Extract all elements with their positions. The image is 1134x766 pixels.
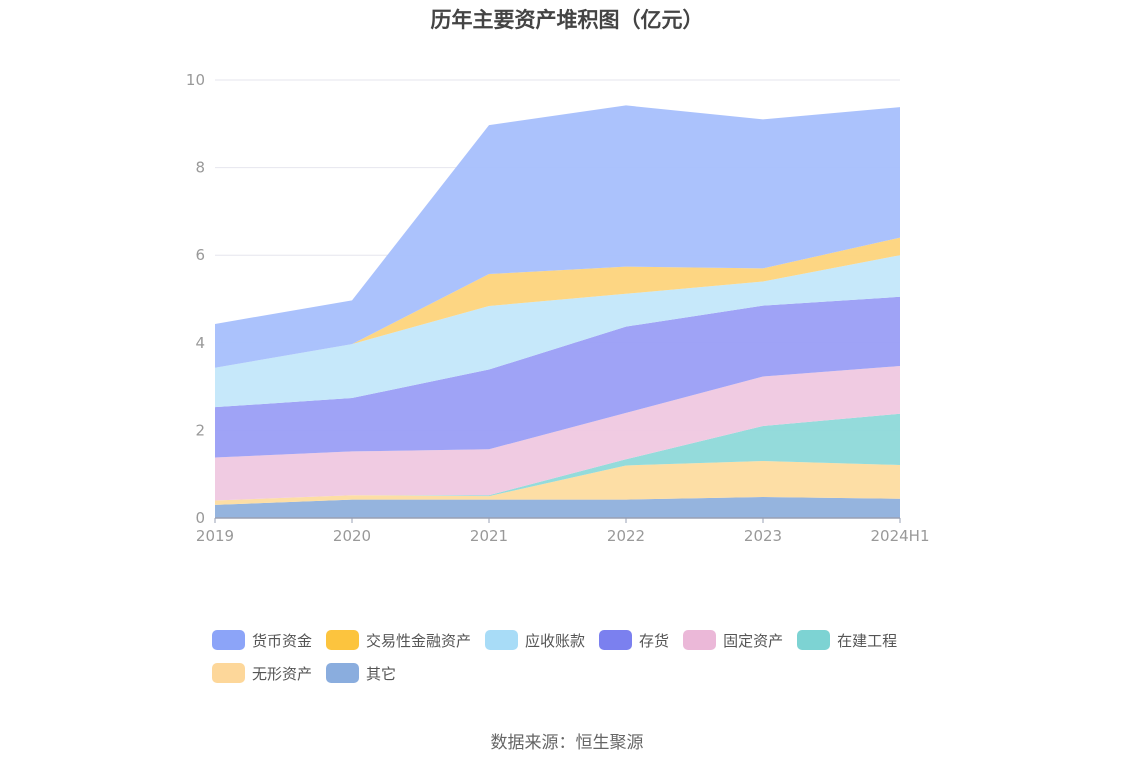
y-tick-label: 2 [195,421,205,439]
y-tick-label: 6 [195,246,205,264]
legend-item[interactable]: 固定资产 [683,630,783,650]
legend-swatch [797,630,831,650]
x-tick-label: 2024H1 [871,527,930,545]
area-在建工程 [215,413,900,501]
chart-legend: 货币资金 交易性金融资产 应收账款 存货 固定资产 在建工程无形资产 其它 [212,630,952,683]
legend-swatch [599,630,633,650]
x-tick-label: 2023 [744,527,782,545]
area-其它 [215,496,900,518]
legend-swatch [326,663,360,683]
area-无形资产 [215,461,900,505]
legend-swatch [485,630,519,650]
legend-label: 固定资产 [723,631,784,650]
area-存货 [215,296,900,458]
legend-label: 在建工程 [837,631,898,650]
area-交易性金融资产 [215,237,900,368]
legend-item[interactable]: 存货 [599,630,669,650]
area-货币资金 [215,105,900,368]
x-tick-label: 2020 [333,527,371,545]
legend-item[interactable]: 其它 [326,663,396,683]
area-应收账款 [215,255,900,408]
chart-title: 历年主要资产堆积图（亿元） [430,8,704,32]
area-series [215,105,900,518]
y-tick-label: 8 [195,159,205,177]
data-source-note: 数据来源：恒生聚源 [490,733,644,753]
y-tick-label: 4 [195,334,205,352]
legend-label: 其它 [366,664,397,683]
legend-swatch [212,630,245,650]
legend-item[interactable]: 应收账款 [485,630,585,650]
x-tick-label: 2021 [470,527,508,545]
y-tick-label: 0 [195,509,205,527]
legend-label: 货币资金 [252,631,313,650]
legend-swatch [326,630,360,650]
legend-item[interactable]: 交易性金融资产 [326,630,471,650]
stacked-area-chart: 0 2 4 6 8 10 2019 2020 2021 2022 2023 2024H1 [186,71,930,545]
legend-label: 交易性金融资产 [366,631,472,650]
x-tick-label: 2019 [196,527,234,545]
axes: 0 2 4 6 8 10 2019 2020 2021 2022 2023 2024H1 [186,71,930,545]
legend-label: 应收账款 [525,631,586,650]
area-固定资产 [215,366,900,501]
legend-item[interactable]: 在建工程 [797,630,897,650]
legend-label: 存货 [639,631,670,650]
y-tick-label: 10 [186,71,205,89]
legend-item[interactable]: 货币资金 [212,630,312,650]
legend-swatch [212,663,245,683]
legend-swatch [683,630,717,650]
legend-item[interactable]: 无形资产 [212,663,312,683]
legend-label: 无形资产 [252,664,313,683]
x-tick-label: 2022 [607,527,645,545]
